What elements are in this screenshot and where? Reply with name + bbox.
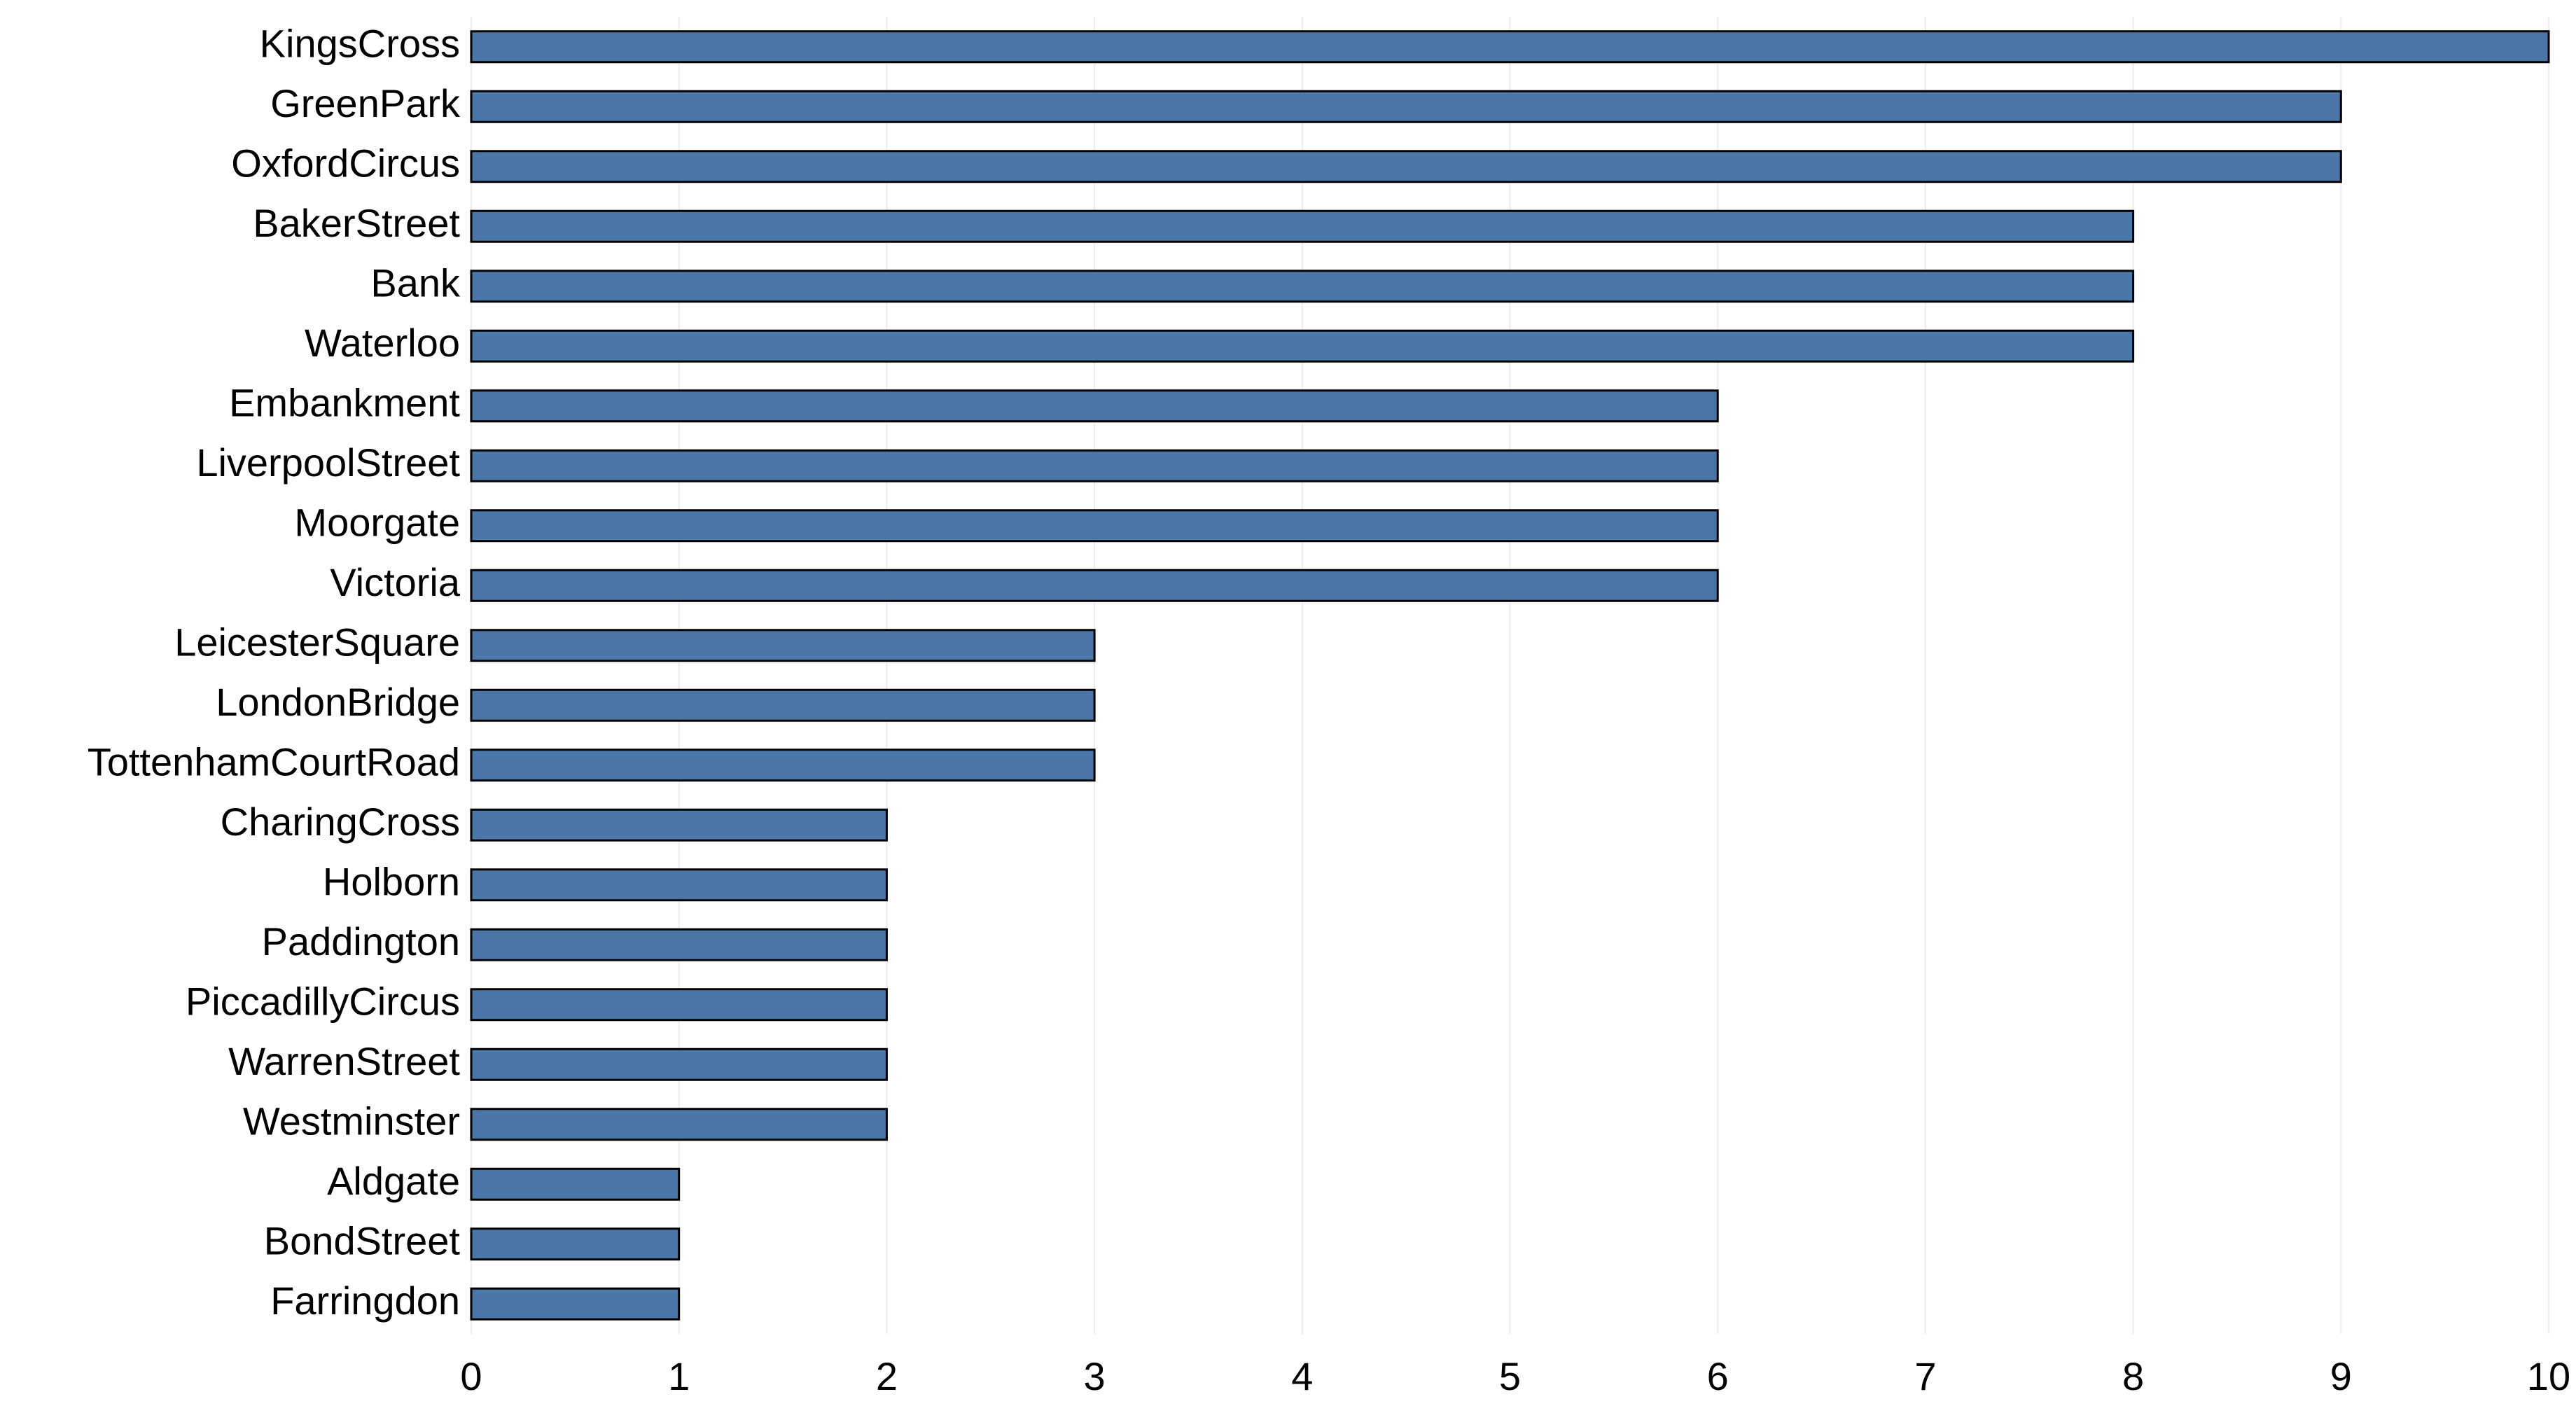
x-tick-label-5: 5 — [1499, 1354, 1521, 1398]
category-label-OxfordCircus: OxfordCircus — [231, 141, 460, 186]
category-label-Aldgate: Aldgate — [327, 1159, 460, 1203]
x-tick-label-4: 4 — [1291, 1354, 1313, 1398]
category-label-BondStreet: BondStreet — [264, 1219, 461, 1263]
bar-Moorgate — [470, 509, 1719, 543]
category-label-Victoria: Victoria — [330, 560, 461, 604]
bar-LeicesterSquare — [470, 629, 1096, 662]
category-label-Bank: Bank — [370, 261, 461, 305]
category-label-TottenhamCourtRoad: TottenhamCourtRoad — [88, 740, 460, 784]
bars — [470, 30, 2550, 1321]
category-label-LondonBridge: LondonBridge — [216, 680, 460, 724]
bar-Victoria — [470, 569, 1719, 602]
bar-Embankment — [470, 389, 1719, 423]
x-tick-labels: 0 1 2 3 4 5 6 7 8 9 10 — [460, 1354, 2570, 1398]
category-label-KingsCross: KingsCross — [260, 22, 460, 66]
category-label-Farringdon: Farringdon — [270, 1279, 460, 1323]
category-label-WarrenStreet: WarrenStreet — [228, 1039, 460, 1083]
category-label-Holborn: Holborn — [323, 860, 460, 904]
x-tick-label-6: 6 — [1707, 1354, 1729, 1398]
bar-BakerStreet — [470, 209, 2135, 243]
bar-Farringdon — [470, 1287, 681, 1321]
category-label-LiverpoolStreet: LiverpoolStreet — [196, 440, 460, 485]
bar-Waterloo — [470, 329, 2135, 363]
bar-WarrenStreet — [470, 1047, 888, 1081]
bar-GreenPark — [470, 90, 2342, 123]
x-tick-label-2: 2 — [876, 1354, 898, 1398]
category-label-GreenPark: GreenPark — [270, 81, 461, 125]
category-label-Paddington: Paddington — [262, 919, 460, 963]
x-tick-label-7: 7 — [1914, 1354, 1936, 1398]
category-label-PiccadillyCircus: PiccadillyCircus — [186, 980, 460, 1024]
bar-BondStreet — [470, 1227, 681, 1261]
category-label-Westminster: Westminster — [243, 1099, 460, 1143]
bar-LiverpoolStreet — [470, 449, 1719, 482]
bar-Aldgate — [470, 1167, 681, 1201]
bar-PiccadillyCircus — [470, 988, 888, 1022]
x-tick-label-9: 9 — [2330, 1354, 2352, 1398]
category-label-Moorgate: Moorgate — [294, 501, 460, 545]
category-label-Waterloo: Waterloo — [305, 321, 460, 365]
x-tick-label-3: 3 — [1084, 1354, 1106, 1398]
bar-TottenhamCourtRoad — [470, 749, 1096, 782]
category-label-BakerStreet: BakerStreet — [253, 201, 460, 245]
bar-Westminster — [470, 1108, 888, 1141]
bar-OxfordCircus — [470, 150, 2342, 183]
x-tick-label-10: 10 — [2527, 1354, 2570, 1398]
category-labels: KingsCross GreenPark OxfordCircus BakerStre… — [88, 22, 461, 1323]
bar-Paddington — [470, 928, 888, 961]
x-tick-label-8: 8 — [2122, 1354, 2144, 1398]
bar-LondonBridge — [470, 688, 1096, 722]
category-label-Embankment: Embankment — [229, 381, 460, 425]
x-tick-label-1: 1 — [668, 1354, 690, 1398]
bar-CharingCross — [470, 808, 888, 842]
bar-Bank — [470, 270, 2135, 303]
x-tick-label-0: 0 — [460, 1354, 482, 1398]
category-label-LeicesterSquare: LeicesterSquare — [174, 620, 460, 664]
category-label-CharingCross: CharingCross — [221, 800, 460, 844]
bar-Holborn — [470, 868, 888, 902]
bar-KingsCross — [470, 30, 2550, 64]
